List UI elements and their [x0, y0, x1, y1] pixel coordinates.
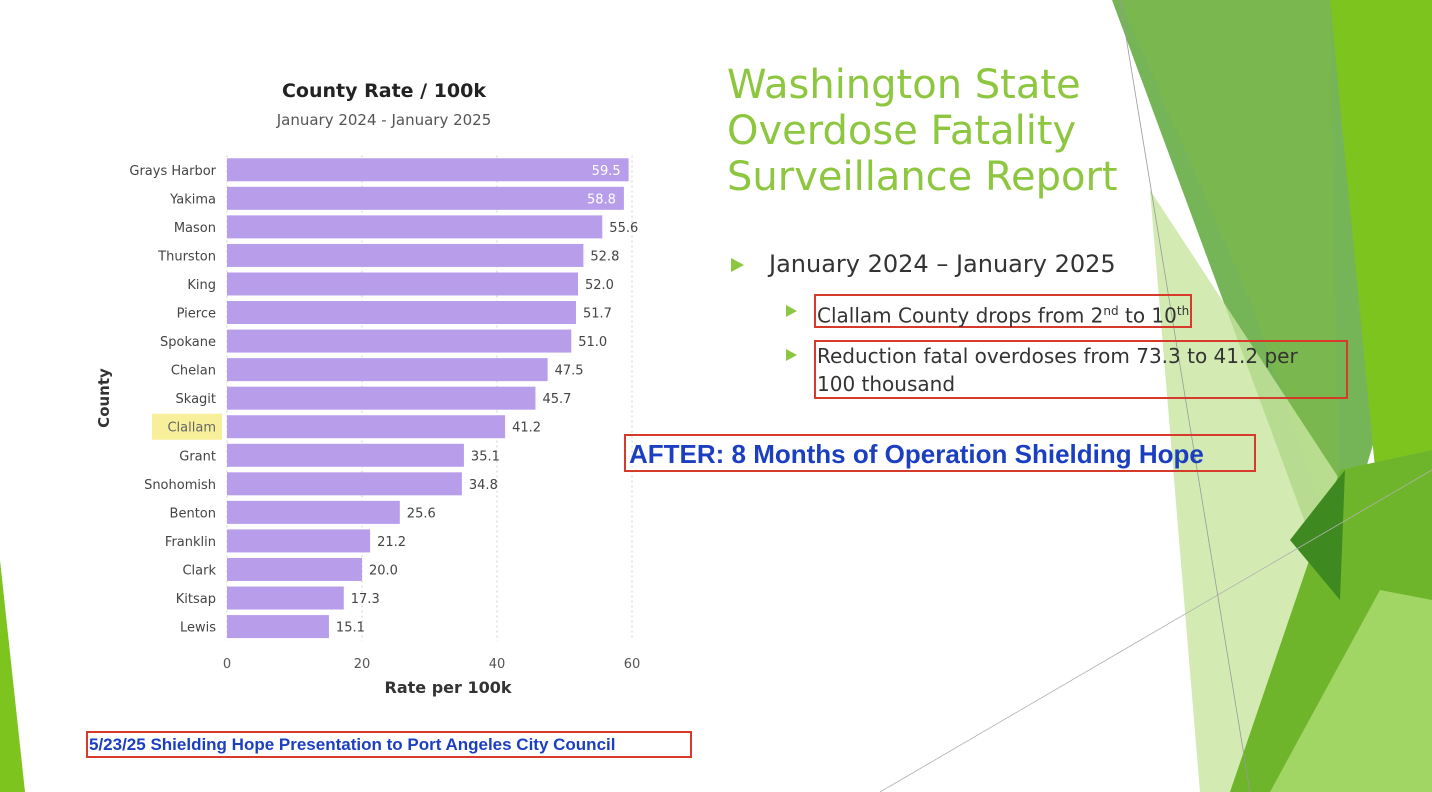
category-label: Yakima [169, 192, 216, 207]
rank-sup-1: nd [1103, 304, 1119, 318]
category-label: Pierce [177, 307, 216, 322]
value-label: 17.3 [351, 592, 380, 607]
value-label: 45.7 [542, 392, 571, 407]
value-label: 47.5 [555, 364, 584, 379]
category-label: Clark [182, 563, 216, 578]
category-highlight [152, 413, 222, 440]
bars [227, 158, 629, 639]
category-label: Spokane [160, 335, 216, 350]
y-axis-label: County [95, 368, 113, 428]
bar [227, 215, 603, 239]
x-tick-label: 60 [624, 657, 641, 672]
value-label: 52.8 [590, 249, 619, 264]
category-label: Mason [174, 221, 216, 236]
value-label: 25.6 [407, 506, 436, 521]
value-label: 34.8 [469, 478, 498, 493]
sub-bullet-triangle-icon [786, 305, 797, 317]
chart-title: County Rate / 100k [282, 80, 486, 102]
bar [227, 557, 362, 581]
bar [227, 415, 506, 439]
category-label: Clallam [167, 421, 216, 436]
category-label: Grays Harbor [129, 164, 216, 179]
value-label: 21.2 [377, 535, 406, 550]
deco-shard-top-light [1120, 0, 1340, 560]
value-label: 15.1 [336, 621, 365, 636]
clallam-rank-bullet: Clallam County drops from 2nd to 10th [814, 294, 1193, 328]
x-tick-label: 20 [354, 657, 371, 672]
deco-line-1 [1119, 0, 1251, 792]
x-tick-label: 0 [223, 657, 231, 672]
rank-text-pre: Clallam County drops from 2 [817, 303, 1104, 328]
title-line-2: Overdose Fatality [727, 108, 1077, 154]
value-label: 58.8 [587, 192, 616, 207]
value-label: 51.0 [578, 335, 607, 350]
x-tick-label: 40 [489, 657, 506, 672]
reduction-line-2: 100 thousand [817, 372, 956, 396]
category-label: Franklin [165, 535, 216, 550]
value-label: 41.2 [512, 421, 541, 436]
rank-sup-2: th [1176, 304, 1190, 318]
category-label: Lewis [180, 621, 216, 636]
deco-shard-dark-lower [1290, 470, 1345, 600]
chart-subtitle: January 2024 - January 2025 [276, 111, 492, 129]
title-line-1: Washington State [727, 62, 1081, 108]
value-label: 20.0 [369, 563, 398, 578]
deco-line-2 [879, 469, 1432, 792]
bar [227, 186, 624, 210]
value-label: 35.1 [471, 449, 500, 464]
value-label: 55.6 [609, 221, 638, 236]
bar [227, 243, 584, 267]
category-label: King [187, 278, 216, 293]
value-label: 51.7 [583, 307, 612, 322]
category-label: Chelan [171, 364, 216, 379]
bar [227, 529, 371, 553]
x-axis-label: Rate per 100k [385, 678, 512, 697]
slide-title: Washington State Overdose Fatality Surve… [727, 62, 1147, 200]
highlight-box [152, 413, 222, 440]
bar [227, 472, 462, 496]
bar [227, 358, 548, 382]
bar [227, 301, 576, 325]
labels: 0 20 40 60 Grays Harbor 59.5 Yakima 58.8 Mason 55… [129, 164, 640, 672]
sub-bullet-triangle-icon [786, 349, 797, 361]
reduction-line-1: Reduction fatal overdoses from 73.3 to 4… [817, 344, 1298, 368]
deco-shard-left [0, 560, 25, 792]
bar [227, 615, 329, 639]
bar [227, 386, 536, 410]
value-label: 52.0 [585, 278, 614, 293]
bar [227, 158, 629, 182]
category-label: Thurston [157, 249, 216, 264]
bar [227, 272, 578, 296]
value-label: 59.5 [592, 164, 621, 179]
bar [227, 443, 464, 467]
after-callout: AFTER: 8 Months of Operation Shielding H… [624, 434, 1256, 472]
bullet-triangle-icon [731, 258, 744, 272]
title-line-3: Surveillance Report [727, 154, 1118, 200]
bar [227, 586, 344, 610]
bar [227, 500, 400, 524]
bullet-date-range: January 2024 – January 2025 [769, 250, 1116, 278]
category-label: Grant [179, 449, 216, 464]
reduction-bullet: Reduction fatal overdoses from 73.3 to 4… [814, 340, 1348, 399]
bar [227, 329, 572, 353]
footer-caption: 5/23/25 Shielding Hope Presentation to P… [86, 731, 692, 758]
category-label: Skagit [176, 392, 216, 407]
category-label: Kitsap [176, 592, 216, 607]
deco-shard-bottom-light [1270, 590, 1432, 792]
category-label: Snohomish [144, 478, 216, 493]
rank-text-mid: to 10 [1118, 303, 1177, 328]
category-label: Benton [170, 506, 216, 521]
